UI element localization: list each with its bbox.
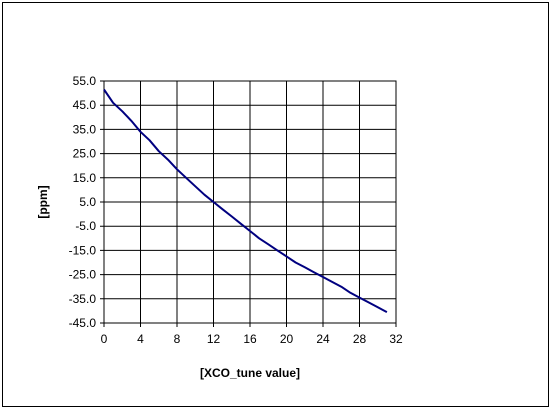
series-layer [103,88,388,313]
x-tick-label: 12 [207,332,221,346]
grid-layer [100,80,397,327]
plot-area-border [103,80,397,324]
y-tick-label: 45.0 [73,98,97,112]
series-line [103,88,388,313]
x-axis-title: [XCO_tune value] [200,366,300,380]
y-tick-label: -15.0 [69,243,97,257]
tick-label-layer: 0 4 8 12 16 20 24 28 32 55.0 45.0 35.0 25.0 15.0 5.0 -5… [69,74,403,346]
x-tick-label: 24 [316,332,330,346]
y-tick-label: 25.0 [73,147,97,161]
x-tick-label: 0 [101,332,108,346]
y-tick-label: 15.0 [73,171,97,185]
chart-frame: 0 4 8 12 16 20 24 28 32 55.0 45.0 35.0 25.0 15.0 5.0 -5… [2,2,549,407]
x-tick-label: 28 [353,332,367,346]
line-chart: 0 4 8 12 16 20 24 28 32 55.0 45.0 35.0 25.0 15.0 5.0 -5… [36,74,403,380]
y-tick-label: -5.0 [75,219,96,233]
y-tick-label: 5.0 [79,195,96,209]
y-tick-label: 35.0 [73,122,97,136]
x-tick-label: 20 [280,332,294,346]
y-tick-label: -25.0 [69,268,97,282]
x-tick-label: 16 [243,332,257,346]
x-tick-label: 32 [389,332,403,346]
y-tick-label: -35.0 [69,292,97,306]
y-tick-label: 55.0 [73,74,97,88]
y-tick-label: -45.0 [69,316,97,330]
y-axis-title: [ppm] [36,185,50,218]
x-tick-label: 4 [137,332,144,346]
x-tick-label: 8 [174,332,181,346]
